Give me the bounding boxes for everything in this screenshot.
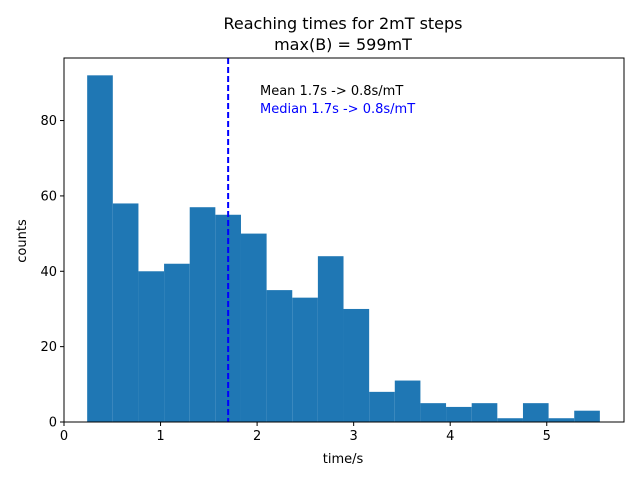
plot-frame [63, 57, 625, 423]
chart-title: Reaching times for 2mT steps [223, 14, 462, 33]
histogram-bar [164, 263, 190, 422]
y-tick-label: 80 [40, 114, 57, 129]
x-tick-label: 3 [350, 429, 358, 444]
y-axis-ticks: 0 20 40 60 80 [40, 114, 64, 431]
histogram-bar [420, 403, 447, 422]
chart-subtitle: max(B) = 599mT [274, 35, 412, 54]
bars-group [87, 75, 600, 422]
histogram-bar [292, 297, 318, 422]
median-annotation: Median 1.7s -> 0.8s/mT [260, 102, 415, 117]
y-tick-label: 0 [49, 416, 57, 431]
histogram-bar [240, 233, 267, 422]
histogram-bar [215, 214, 241, 422]
histogram-bar [497, 418, 523, 422]
histogram-bar [394, 380, 421, 422]
x-axis-label: time/s [323, 452, 364, 467]
y-tick-label: 40 [40, 265, 57, 280]
x-tick-label: 4 [446, 429, 454, 444]
y-tick-label: 20 [40, 340, 57, 355]
histogram-bar [343, 308, 370, 422]
x-tick-label: 5 [543, 429, 551, 444]
x-tick-label: 1 [156, 429, 164, 444]
x-tick-label: 2 [253, 429, 261, 444]
histogram-bar [446, 406, 472, 422]
histogram-bar [189, 207, 216, 422]
x-axis-ticks: 0 1 2 3 4 5 [60, 422, 551, 444]
y-axis-label: counts [15, 219, 30, 263]
histogram-bar [138, 271, 165, 422]
histogram-bar [574, 410, 600, 422]
histogram-bar [548, 418, 575, 422]
histogram-bar [317, 256, 344, 422]
mean-annotation: Mean 1.7s -> 0.8s/mT [260, 84, 403, 99]
y-tick-label: 60 [40, 189, 57, 204]
histogram-bar [471, 403, 498, 422]
histogram-bar [266, 290, 293, 422]
histogram-bar [112, 203, 139, 422]
x-tick-label: 0 [60, 429, 68, 444]
histogram-bar [522, 403, 549, 422]
histogram-bar [369, 391, 395, 422]
histogram-bar [87, 75, 113, 422]
